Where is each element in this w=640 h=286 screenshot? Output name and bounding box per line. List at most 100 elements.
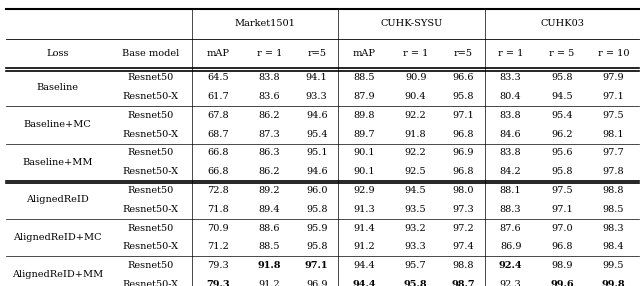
Text: Baseline: Baseline: [36, 83, 79, 92]
Text: 64.5: 64.5: [207, 74, 228, 82]
Text: 91.2: 91.2: [353, 242, 375, 251]
Text: 97.0: 97.0: [551, 224, 573, 233]
Text: 99.6: 99.6: [550, 280, 574, 286]
Text: 88.6: 88.6: [259, 224, 280, 233]
Text: Resnet50-X: Resnet50-X: [122, 130, 179, 139]
Text: 93.2: 93.2: [405, 224, 426, 233]
Text: AlignedReID+MM: AlignedReID+MM: [12, 271, 103, 279]
Text: 87.3: 87.3: [259, 130, 280, 139]
Text: 92.2: 92.2: [405, 148, 426, 158]
Text: 96.8: 96.8: [452, 167, 474, 176]
Text: 94.5: 94.5: [405, 186, 426, 195]
Text: 71.2: 71.2: [207, 242, 228, 251]
Text: 95.8: 95.8: [306, 205, 328, 214]
Text: 66.8: 66.8: [207, 148, 228, 158]
Text: 68.7: 68.7: [207, 130, 228, 139]
Text: 97.1: 97.1: [551, 205, 573, 214]
Text: 99.8: 99.8: [602, 280, 625, 286]
Text: 97.2: 97.2: [452, 224, 474, 233]
Text: 86.2: 86.2: [259, 111, 280, 120]
Text: 97.1: 97.1: [603, 92, 625, 101]
Text: r=5: r=5: [307, 49, 326, 58]
Text: 91.2: 91.2: [259, 280, 280, 286]
Text: 72.8: 72.8: [207, 186, 228, 195]
Text: Resnet50: Resnet50: [127, 148, 173, 158]
Text: 96.9: 96.9: [306, 280, 328, 286]
Text: Resnet50: Resnet50: [127, 224, 173, 233]
Text: 92.3: 92.3: [500, 280, 522, 286]
Text: 89.2: 89.2: [259, 186, 280, 195]
Text: 94.5: 94.5: [551, 92, 573, 101]
Text: 70.9: 70.9: [207, 224, 228, 233]
Text: Loss: Loss: [46, 49, 68, 58]
Text: 96.2: 96.2: [551, 130, 573, 139]
Text: 93.5: 93.5: [405, 205, 426, 214]
Text: Resnet50-X: Resnet50-X: [122, 205, 179, 214]
Text: 89.7: 89.7: [353, 130, 375, 139]
Text: 67.8: 67.8: [207, 111, 228, 120]
Text: 95.9: 95.9: [306, 224, 328, 233]
Text: 89.4: 89.4: [259, 205, 280, 214]
Text: 86.9: 86.9: [500, 242, 522, 251]
Text: 98.1: 98.1: [603, 130, 625, 139]
Text: 98.8: 98.8: [603, 186, 625, 195]
Text: Resnet50: Resnet50: [127, 186, 173, 195]
Text: 97.1: 97.1: [452, 111, 474, 120]
Text: 95.1: 95.1: [306, 148, 328, 158]
Text: 97.5: 97.5: [603, 111, 625, 120]
Text: 90.4: 90.4: [405, 92, 426, 101]
Text: 96.9: 96.9: [452, 148, 474, 158]
Text: mAP: mAP: [206, 49, 229, 58]
Text: 84.6: 84.6: [500, 130, 522, 139]
Text: Resnet50-X: Resnet50-X: [122, 92, 179, 101]
Text: Resnet50-X: Resnet50-X: [122, 242, 179, 251]
Text: AlignedReID+MC: AlignedReID+MC: [13, 233, 102, 242]
Text: 94.6: 94.6: [306, 167, 328, 176]
Text: 92.9: 92.9: [353, 186, 375, 195]
Text: Resnet50: Resnet50: [127, 261, 173, 270]
Text: 71.8: 71.8: [207, 205, 228, 214]
Text: 87.9: 87.9: [353, 92, 375, 101]
Text: 94.4: 94.4: [353, 280, 376, 286]
Text: 95.8: 95.8: [306, 242, 328, 251]
Text: 83.6: 83.6: [259, 92, 280, 101]
Text: 97.9: 97.9: [603, 74, 625, 82]
Text: 92.5: 92.5: [405, 167, 426, 176]
Text: 87.6: 87.6: [500, 224, 522, 233]
Text: Baseline+MC: Baseline+MC: [24, 120, 92, 129]
Text: 98.3: 98.3: [603, 224, 625, 233]
Text: 97.7: 97.7: [603, 148, 625, 158]
Text: 94.6: 94.6: [306, 111, 328, 120]
Text: r = 5: r = 5: [550, 49, 575, 58]
Text: r=5: r=5: [454, 49, 473, 58]
Text: 97.1: 97.1: [305, 261, 328, 270]
Text: 97.8: 97.8: [603, 167, 625, 176]
Text: r = 1: r = 1: [498, 49, 524, 58]
Text: 97.4: 97.4: [452, 242, 474, 251]
Text: 91.8: 91.8: [405, 130, 426, 139]
Text: 99.5: 99.5: [603, 261, 625, 270]
Text: r = 1: r = 1: [403, 49, 428, 58]
Text: 79.3: 79.3: [207, 261, 228, 270]
Text: 96.6: 96.6: [452, 74, 474, 82]
Text: Baseline+MM: Baseline+MM: [22, 158, 93, 167]
Text: 66.8: 66.8: [207, 167, 228, 176]
Text: 98.4: 98.4: [603, 242, 625, 251]
Text: 89.8: 89.8: [353, 111, 375, 120]
Text: 86.3: 86.3: [259, 148, 280, 158]
Text: 88.3: 88.3: [500, 205, 522, 214]
Text: 84.2: 84.2: [500, 167, 522, 176]
Text: 90.1: 90.1: [353, 148, 375, 158]
Text: 98.5: 98.5: [603, 205, 625, 214]
Text: 86.2: 86.2: [259, 167, 280, 176]
Text: 90.9: 90.9: [405, 74, 426, 82]
Text: 88.5: 88.5: [259, 242, 280, 251]
Text: Resnet50: Resnet50: [127, 111, 173, 120]
Text: Resnet50-X: Resnet50-X: [122, 167, 179, 176]
Text: 98.9: 98.9: [552, 261, 573, 270]
Text: 88.1: 88.1: [500, 186, 522, 195]
Text: 98.0: 98.0: [452, 186, 474, 195]
Text: 83.8: 83.8: [500, 111, 522, 120]
Text: 95.8: 95.8: [552, 167, 573, 176]
Text: 98.8: 98.8: [452, 261, 474, 270]
